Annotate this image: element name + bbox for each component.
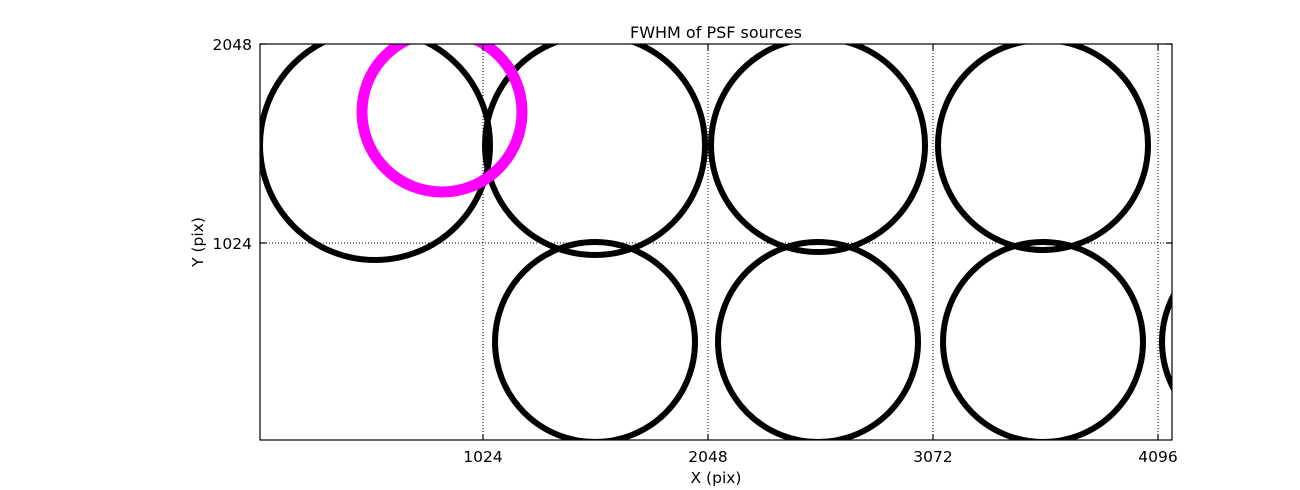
psf-circle bbox=[708, 44, 928, 255]
psf-circle bbox=[940, 239, 1146, 440]
plot-title: FWHM of PSF sources bbox=[630, 23, 802, 42]
x-tick-label-1024: 1024 bbox=[463, 448, 502, 466]
psf-circle bbox=[715, 239, 921, 440]
y-tick-label-1024: 1024 bbox=[213, 235, 252, 253]
psf-circle bbox=[492, 239, 698, 440]
y-axis-title: Y (pix) bbox=[189, 217, 207, 268]
x-tick-label-4096: 4096 bbox=[1138, 448, 1177, 466]
x-tick-label-2048: 2048 bbox=[688, 448, 727, 466]
y-tick-marks bbox=[260, 43, 1172, 244]
x-tick-marks bbox=[482, 44, 1159, 440]
y-tick-label-2048: 2048 bbox=[213, 36, 252, 54]
psf-circle bbox=[1159, 291, 1172, 393]
data-markers-group bbox=[260, 44, 1172, 440]
psf-circle bbox=[260, 44, 493, 263]
x-axis-title: X (pix) bbox=[691, 469, 742, 487]
flagged-psf-circle bbox=[356, 44, 528, 198]
psf-circle bbox=[482, 44, 708, 258]
axes-spines bbox=[259, 43, 1173, 441]
x-tick-label-3072: 3072 bbox=[913, 448, 952, 466]
psf-circle bbox=[935, 44, 1151, 253]
